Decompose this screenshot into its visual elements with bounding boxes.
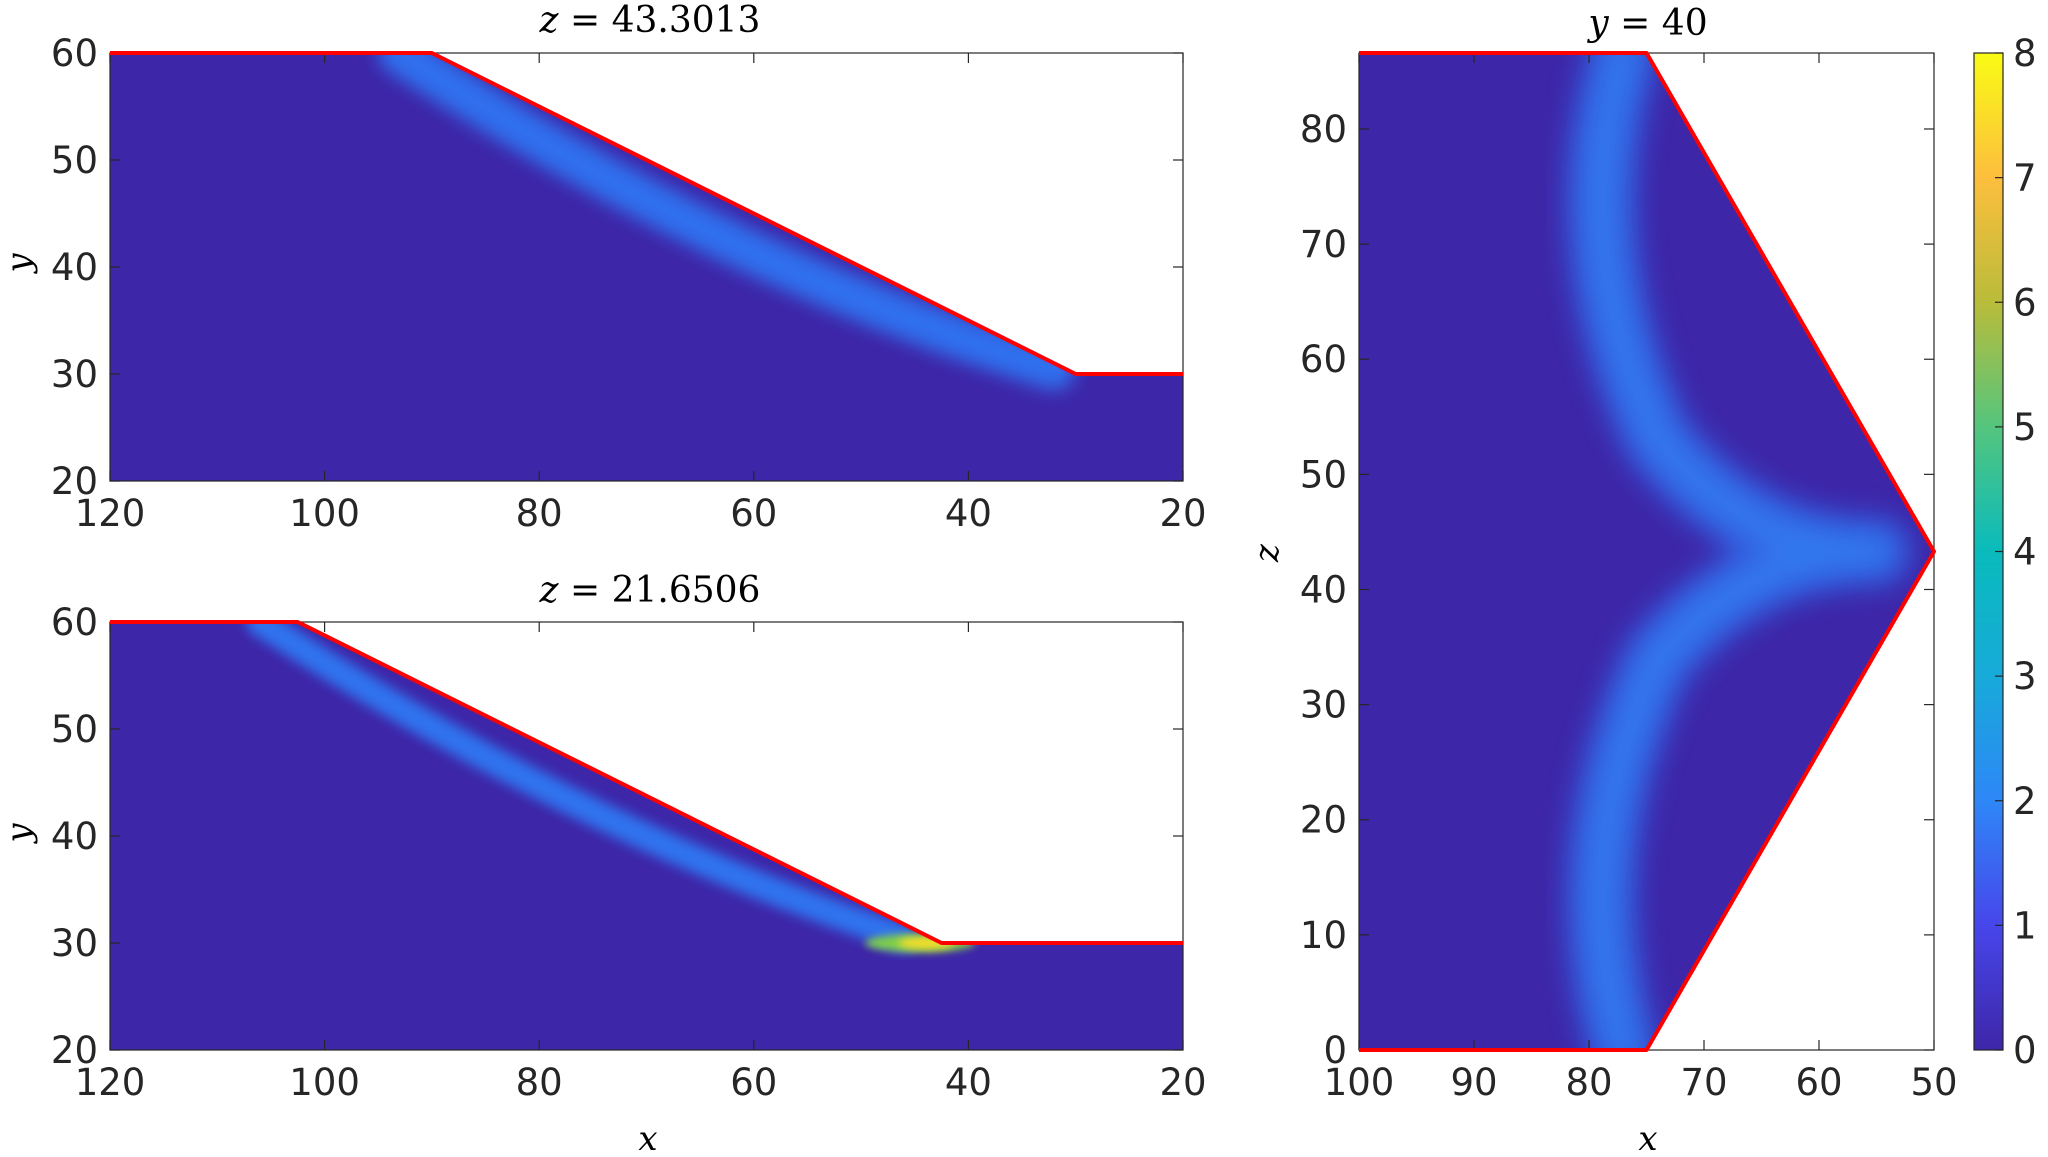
x-tick-label: 100 xyxy=(289,1061,360,1104)
panel-2-fill xyxy=(110,622,1183,1050)
panel-1-background xyxy=(110,53,1183,481)
x-tick-label: 60 xyxy=(730,1061,777,1104)
y-tick-label: 60 xyxy=(51,601,98,644)
panel-2-band xyxy=(246,622,918,952)
x-tick-label: 40 xyxy=(945,1061,992,1104)
y-tick-label: 20 xyxy=(51,1029,98,1072)
y-tick-label: 30 xyxy=(51,353,98,396)
panel-2-xlabel: x xyxy=(638,1119,657,1157)
y-tick-label: 50 xyxy=(51,708,98,751)
x-tick-label: 20 xyxy=(1159,1061,1206,1104)
colorbar-tick-label: 1 xyxy=(2013,904,2037,947)
colorbar-tick-label: 5 xyxy=(2013,406,2037,449)
panel-title-2: z = 21.6506 xyxy=(539,570,761,611)
y-tick-label: 70 xyxy=(1300,223,1347,266)
panel-3-ticks: 100 90 80 70 60 50 0 10 20 30 40 50 60 70 80 xyxy=(1300,53,1958,1104)
panel-1-band xyxy=(378,53,1076,391)
panel-bottom-left: z = 21.6506 120 100 80 60 40 20 20 30 40 50 60 y x xyxy=(0,570,1207,1157)
x-tick-label: 90 xyxy=(1450,1061,1497,1104)
x-tick-label: 70 xyxy=(1680,1061,1727,1104)
y-tick-label: 40 xyxy=(51,815,98,858)
panel-top-left: z = 43.3013 120 100 80 60 40 20 20 30 40 50 60 y xyxy=(0,0,1207,535)
panel-3-xlabel: x xyxy=(1638,1119,1657,1157)
y-tick-label: 30 xyxy=(1300,684,1347,727)
panel-1-fill xyxy=(110,53,1183,481)
x-tick-label: 50 xyxy=(1910,1061,1957,1104)
panel-3-boundary-line xyxy=(1359,51,1936,1052)
y-tick-label: 60 xyxy=(1300,338,1347,381)
y-tick-label: 40 xyxy=(1300,568,1347,611)
x-tick-label: 80 xyxy=(516,1061,563,1104)
colorbar-tick-label: 8 xyxy=(2013,32,2037,75)
y-tick-label: 40 xyxy=(51,246,98,289)
colorbar-tick-label: 6 xyxy=(2013,281,2037,324)
panel-2-ticks: 120 100 80 60 40 20 20 30 40 50 60 xyxy=(51,601,1207,1104)
x-tick-label: 80 xyxy=(516,492,563,535)
panel-3-band-core xyxy=(1586,53,1892,1050)
y-tick-label: 60 xyxy=(51,32,98,75)
x-tick-label: 60 xyxy=(1795,1061,1842,1104)
panel-1-boundary-line xyxy=(110,51,1183,376)
y-tick-label: 10 xyxy=(1300,914,1347,957)
y-tick-label: 80 xyxy=(1300,108,1347,151)
y-tick-label: 50 xyxy=(1300,453,1347,496)
x-tick-label: 100 xyxy=(289,492,360,535)
x-tick-label: 120 xyxy=(75,492,146,535)
colorbar-tick-label: 7 xyxy=(2013,157,2037,200)
x-tick-label: 40 xyxy=(945,492,992,535)
x-tick-label: 120 xyxy=(75,1061,146,1104)
y-tick-label: 20 xyxy=(51,460,98,503)
panel-1-ylabel: y xyxy=(0,253,39,275)
colorbar-tick-label: 2 xyxy=(2013,780,2037,823)
x-tick-label: 100 xyxy=(1324,1061,1395,1104)
y-tick-label: 20 xyxy=(1300,799,1347,842)
colorbar-tick-label: 0 xyxy=(2013,1029,2037,1072)
colorbar-ticks: 0 1 2 3 4 5 6 7 8 xyxy=(1995,32,2037,1072)
y-tick-label: 30 xyxy=(51,922,98,965)
panel-title-3: y = 40 xyxy=(1586,3,1707,44)
colorbar: 0 1 2 3 4 5 6 7 8 xyxy=(1973,32,2037,1072)
panel-2-boundary-line xyxy=(110,620,1183,945)
panel-title-1: z = 43.3013 xyxy=(539,0,761,41)
panel-2-ylabel: y xyxy=(0,823,39,845)
x-tick-label: 20 xyxy=(1159,492,1206,535)
panel-1-ticks: 120 100 80 60 40 20 20 30 40 50 60 xyxy=(51,32,1207,535)
panel-3-fill xyxy=(1359,53,1934,1050)
x-tick-label: 80 xyxy=(1565,1061,1612,1104)
y-tick-label: 50 xyxy=(51,139,98,182)
panel-3-ylabel: z xyxy=(1247,543,1287,563)
colorbar-tick-label: 4 xyxy=(2013,531,2037,574)
y-tick-label: 0 xyxy=(1323,1029,1347,1072)
colorbar-tick-label: 3 xyxy=(2013,655,2037,698)
x-tick-label: 60 xyxy=(730,492,777,535)
